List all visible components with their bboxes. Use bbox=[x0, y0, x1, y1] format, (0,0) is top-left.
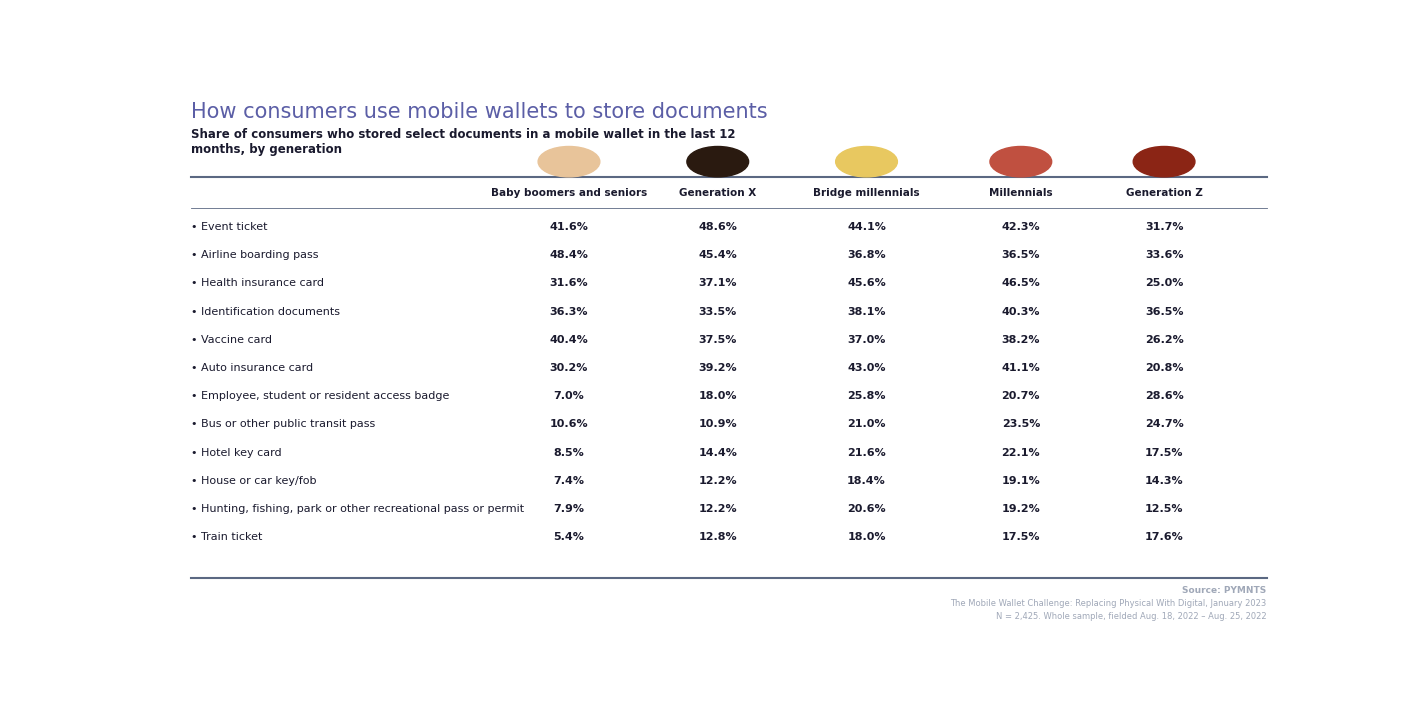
Text: 30.2%: 30.2% bbox=[550, 363, 589, 373]
Text: • Auto insurance card: • Auto insurance card bbox=[191, 363, 313, 373]
Circle shape bbox=[836, 147, 897, 177]
Text: 12.2%: 12.2% bbox=[698, 476, 737, 486]
Text: 21.6%: 21.6% bbox=[848, 448, 886, 458]
Circle shape bbox=[1133, 147, 1194, 177]
Text: Bridge millennials: Bridge millennials bbox=[813, 188, 920, 198]
Text: 37.1%: 37.1% bbox=[698, 278, 737, 288]
Text: 38.2%: 38.2% bbox=[1001, 335, 1039, 345]
Text: 17.5%: 17.5% bbox=[1001, 532, 1039, 542]
Text: Millennials: Millennials bbox=[990, 188, 1052, 198]
Text: N = 2,425. Whole sample, fielded Aug. 18, 2022 – Aug. 25, 2022: N = 2,425. Whole sample, fielded Aug. 18… bbox=[995, 612, 1267, 621]
Text: 40.3%: 40.3% bbox=[1001, 307, 1039, 317]
Text: Generation X: Generation X bbox=[680, 188, 757, 198]
Text: 17.5%: 17.5% bbox=[1145, 448, 1183, 458]
Text: 41.6%: 41.6% bbox=[549, 222, 589, 232]
Text: 40.4%: 40.4% bbox=[549, 335, 589, 345]
Text: 7.9%: 7.9% bbox=[553, 504, 584, 514]
Text: 7.0%: 7.0% bbox=[553, 391, 584, 401]
Text: 23.5%: 23.5% bbox=[1001, 419, 1039, 429]
Text: 48.4%: 48.4% bbox=[549, 250, 589, 260]
Text: Generation Z: Generation Z bbox=[1126, 188, 1203, 198]
Text: 42.3%: 42.3% bbox=[1001, 222, 1039, 232]
Text: 45.4%: 45.4% bbox=[698, 250, 737, 260]
Circle shape bbox=[687, 147, 748, 177]
Text: 33.6%: 33.6% bbox=[1145, 250, 1183, 260]
Text: 33.5%: 33.5% bbox=[698, 307, 737, 317]
Text: 44.1%: 44.1% bbox=[848, 222, 886, 232]
Text: 12.8%: 12.8% bbox=[698, 532, 737, 542]
Text: 31.6%: 31.6% bbox=[550, 278, 589, 288]
Text: 22.1%: 22.1% bbox=[1001, 448, 1039, 458]
Text: 46.5%: 46.5% bbox=[1001, 278, 1041, 288]
Circle shape bbox=[990, 147, 1052, 177]
Text: 10.6%: 10.6% bbox=[550, 419, 589, 429]
Text: 17.6%: 17.6% bbox=[1145, 532, 1183, 542]
Text: Baby boomers and seniors: Baby boomers and seniors bbox=[491, 188, 647, 198]
Text: 12.2%: 12.2% bbox=[698, 504, 737, 514]
Text: 14.3%: 14.3% bbox=[1145, 476, 1183, 486]
Text: 41.1%: 41.1% bbox=[1001, 363, 1041, 373]
Text: 25.0%: 25.0% bbox=[1145, 278, 1183, 288]
Text: 37.5%: 37.5% bbox=[698, 335, 737, 345]
Text: 28.6%: 28.6% bbox=[1145, 391, 1183, 401]
Text: 20.7%: 20.7% bbox=[1001, 391, 1039, 401]
Text: 18.0%: 18.0% bbox=[848, 532, 886, 542]
Text: 48.6%: 48.6% bbox=[698, 222, 737, 232]
Text: 36.8%: 36.8% bbox=[848, 250, 886, 260]
Text: 39.2%: 39.2% bbox=[698, 363, 737, 373]
Text: 20.8%: 20.8% bbox=[1145, 363, 1183, 373]
Text: Share of consumers who stored select documents in a mobile wallet in the last 12: Share of consumers who stored select doc… bbox=[191, 128, 735, 156]
Text: 43.0%: 43.0% bbox=[848, 363, 886, 373]
Text: 7.4%: 7.4% bbox=[553, 476, 584, 486]
Text: 19.1%: 19.1% bbox=[1001, 476, 1041, 486]
Circle shape bbox=[538, 147, 600, 177]
Text: • Hotel key card: • Hotel key card bbox=[191, 448, 282, 458]
Text: The Mobile Wallet Challenge: Replacing Physical With Digital, January 2023: The Mobile Wallet Challenge: Replacing P… bbox=[950, 599, 1267, 608]
Text: 24.7%: 24.7% bbox=[1145, 419, 1183, 429]
Text: • House or car key/fob: • House or car key/fob bbox=[191, 476, 317, 486]
Text: 36.3%: 36.3% bbox=[550, 307, 589, 317]
Text: 38.1%: 38.1% bbox=[848, 307, 886, 317]
Text: 5.4%: 5.4% bbox=[553, 532, 584, 542]
Text: • Bus or other public transit pass: • Bus or other public transit pass bbox=[191, 419, 375, 429]
Text: 21.0%: 21.0% bbox=[848, 419, 886, 429]
Text: 31.7%: 31.7% bbox=[1145, 222, 1183, 232]
Text: 8.5%: 8.5% bbox=[553, 448, 584, 458]
Text: 14.4%: 14.4% bbox=[698, 448, 737, 458]
Text: 18.4%: 18.4% bbox=[848, 476, 886, 486]
Text: 25.8%: 25.8% bbox=[848, 391, 886, 401]
Text: • Train ticket: • Train ticket bbox=[191, 532, 262, 542]
Text: 26.2%: 26.2% bbox=[1145, 335, 1183, 345]
Text: 45.6%: 45.6% bbox=[848, 278, 886, 288]
Text: 36.5%: 36.5% bbox=[1001, 250, 1039, 260]
Text: 36.5%: 36.5% bbox=[1145, 307, 1183, 317]
Text: How consumers use mobile wallets to store documents: How consumers use mobile wallets to stor… bbox=[191, 102, 768, 122]
Text: • Health insurance card: • Health insurance card bbox=[191, 278, 324, 288]
Text: Source: PYMNTS: Source: PYMNTS bbox=[1182, 586, 1267, 595]
Text: 12.5%: 12.5% bbox=[1145, 504, 1183, 514]
Text: • Employee, student or resident access badge: • Employee, student or resident access b… bbox=[191, 391, 449, 401]
Text: 19.2%: 19.2% bbox=[1001, 504, 1041, 514]
Text: • Identification documents: • Identification documents bbox=[191, 307, 340, 317]
Text: • Airline boarding pass: • Airline boarding pass bbox=[191, 250, 319, 260]
Text: • Hunting, fishing, park or other recreational pass or permit: • Hunting, fishing, park or other recrea… bbox=[191, 504, 525, 514]
Text: • Event ticket: • Event ticket bbox=[191, 222, 267, 232]
Text: 37.0%: 37.0% bbox=[848, 335, 886, 345]
Text: • Vaccine card: • Vaccine card bbox=[191, 335, 272, 345]
Text: 10.9%: 10.9% bbox=[698, 419, 737, 429]
Text: 20.6%: 20.6% bbox=[848, 504, 886, 514]
Text: 18.0%: 18.0% bbox=[698, 391, 737, 401]
